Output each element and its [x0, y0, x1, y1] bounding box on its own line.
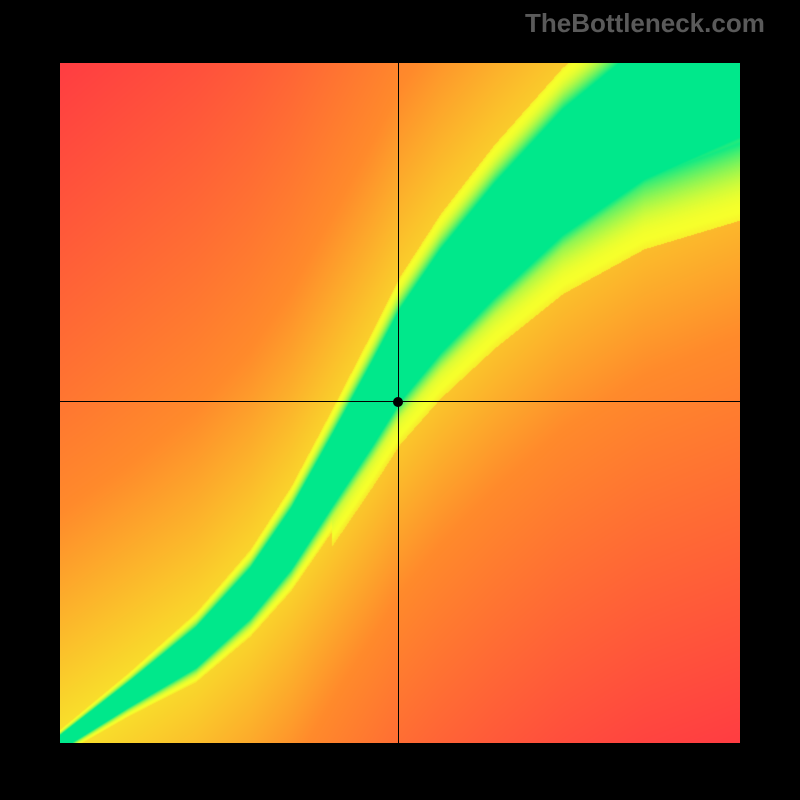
data-point-marker [393, 397, 403, 407]
chart-container: TheBottleneck.com [0, 0, 800, 800]
plot-area [30, 33, 770, 773]
